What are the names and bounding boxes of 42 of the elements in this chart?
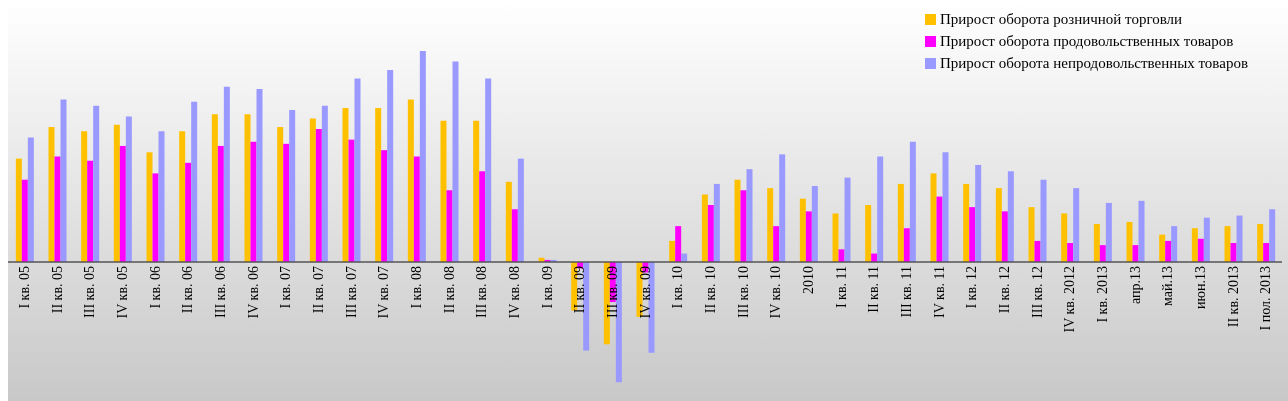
x-tick-label: 2010	[800, 266, 816, 294]
x-tick-label: II кв. 08	[441, 266, 457, 314]
x-tick-label: I кв. 10	[670, 266, 686, 309]
x-tick-label: II кв. 10	[702, 266, 718, 314]
x-tick-label: II кв. 06	[180, 266, 196, 314]
x-tick-label: I кв. 05	[16, 266, 32, 309]
x-tick-label: май.13	[1160, 266, 1176, 306]
x-tick-label: II кв. 2013	[1225, 266, 1241, 328]
x-tick-label: II кв. 05	[49, 266, 65, 314]
x-tick-label: I кв. 2013	[1094, 266, 1110, 323]
legend-label: Прирост оборота продовольственных товаров	[939, 32, 1234, 51]
x-tick-label: III кв. 09	[604, 266, 620, 318]
legend-label: Прирост оборота розничной торговли	[939, 10, 1183, 29]
x-tick-label: I кв. 11	[833, 266, 849, 309]
x-tick-label: IV кв. 08	[506, 266, 522, 319]
x-tick-label: III кв. 06	[212, 266, 228, 318]
x-tick-label: III кв. 12	[1029, 266, 1045, 318]
x-tick-label: II кв. 12	[996, 266, 1012, 314]
x-tick-label: II кв. 07	[310, 266, 326, 314]
x-tick-label: IV кв. 05	[114, 266, 130, 319]
x-tick-label: I кв. 07	[278, 266, 294, 309]
x-tick-label: III кв. 10	[735, 266, 751, 318]
x-tick-label: III кв. 07	[343, 266, 359, 318]
x-tick-label: I кв. 06	[147, 266, 163, 309]
x-tick-label: IV кв. 2012	[1062, 266, 1078, 333]
x-tick-label: IV кв. 06	[245, 266, 261, 319]
legend-label: Прирост оборота непродовольственных товаров	[939, 54, 1248, 73]
x-tick-label: апр.13	[1127, 266, 1143, 305]
x-tick-label: III кв. 05	[82, 266, 98, 318]
x-tick-label: I пол. 2013	[1258, 266, 1274, 331]
x-tick-label: I кв. 12	[964, 266, 980, 309]
x-tick-label: III кв. 11	[898, 266, 914, 318]
x-tick-label: II кв. 11	[866, 266, 882, 313]
x-tick-label: IV кв. 07	[376, 266, 392, 319]
x-tick-label: I кв. 08	[408, 266, 424, 309]
x-tick-label: II кв. 09	[572, 266, 588, 314]
x-tick-label: I кв. 09	[539, 266, 555, 309]
x-tick-label: IV кв. 11	[931, 266, 947, 318]
x-tick-label: июн.13	[1192, 266, 1208, 309]
x-tick-label: III кв. 08	[474, 266, 490, 318]
x-tick-label: IV кв. 10	[768, 266, 784, 319]
x-tick-label: IV кв. 09	[637, 266, 653, 319]
